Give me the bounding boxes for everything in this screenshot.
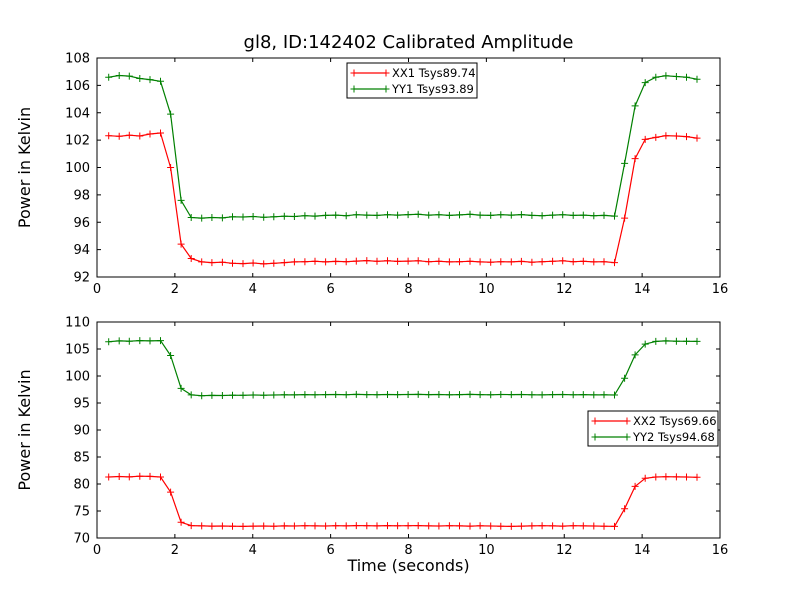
- y-tick-label: 108: [65, 52, 90, 67]
- x-tick-label: 14: [634, 282, 651, 297]
- y-tick-label: 110: [65, 316, 90, 331]
- y-tick-label: 102: [65, 134, 90, 149]
- x-tick-label: 2: [171, 543, 179, 558]
- x-tick-label: 0: [93, 282, 101, 297]
- y-tick-label: 96: [73, 216, 90, 231]
- y-tick-label: 75: [73, 505, 90, 520]
- legend-label: XX1 Tsys89.74: [392, 66, 476, 80]
- series-markers-yy1: [105, 72, 701, 222]
- legend: XX1 Tsys89.74 YY1 Tsys93.89: [346, 62, 478, 99]
- y-tick-label: 85: [73, 451, 90, 466]
- series-line-xx2: [108, 475, 698, 528]
- subplot-1: 0 2 4 6 8 10 12 14 16 92 94 96 98 100 102 104 106 108 gl8,…: [15, 32, 728, 297]
- series-line-xx1: [108, 132, 698, 265]
- x-tick-label: 16: [712, 282, 729, 297]
- y-tick-label: 94: [73, 243, 90, 258]
- y-axis-label: Power in Kelvin: [15, 107, 34, 228]
- y-tick-label: 95: [73, 397, 90, 412]
- x-tick-label: 2: [171, 282, 179, 297]
- x-axis: 0 2 4 6 8 10 12 14 16: [93, 322, 728, 558]
- legend-sample-markers: [350, 85, 390, 93]
- legend-box: [587, 410, 719, 447]
- series-line-yy1: [108, 74, 698, 219]
- x-tick-label: 12: [556, 543, 573, 558]
- y-axis-label: Power in Kelvin: [15, 369, 34, 490]
- legend-sample-markers: [591, 433, 631, 441]
- x-tick-label: 4: [249, 543, 257, 558]
- y-tick-label: 104: [65, 106, 90, 121]
- x-tick-label: 0: [93, 543, 101, 558]
- legend: XX2 Tsys69.66 YY2 Tsys94.68: [587, 410, 719, 447]
- x-tick-label: 6: [326, 543, 334, 558]
- series-markers-yy2: [105, 337, 701, 400]
- y-tick-label: 98: [73, 188, 90, 203]
- legend-box: [346, 62, 478, 99]
- y-tick-label: 92: [73, 271, 90, 286]
- legend-label: YY1 Tsys93.89: [391, 82, 474, 96]
- x-tick-label: 6: [326, 282, 334, 297]
- y-axis: 92 94 96 98 100 102 104 106 108: [65, 52, 720, 286]
- legend-sample-markers: [350, 69, 390, 77]
- legend-label: YY2 Tsys94.68: [632, 430, 715, 444]
- series-line-yy2: [108, 340, 698, 397]
- series-markers-xx1: [105, 129, 701, 268]
- y-axis: 70 75 80 85 90 95 100 105 110: [65, 316, 720, 547]
- x-tick-label: 10: [478, 543, 495, 558]
- legend-label: XX2 Tsys69.66: [633, 414, 717, 428]
- chart-title: gl8, ID:142402 Calibrated Amplitude: [244, 32, 574, 53]
- x-tick-label: 8: [404, 543, 412, 558]
- y-tick-label: 90: [73, 424, 90, 439]
- x-tick-label: 14: [634, 543, 651, 558]
- x-axis-label: Time (seconds): [346, 556, 469, 575]
- y-tick-label: 106: [65, 79, 90, 94]
- y-tick-label: 100: [65, 161, 90, 176]
- series-markers-xx2: [105, 472, 701, 530]
- y-tick-label: 105: [65, 343, 90, 358]
- legend-sample-markers: [591, 417, 631, 425]
- y-tick-label: 80: [73, 478, 90, 493]
- y-tick-label: 100: [65, 370, 90, 385]
- x-tick-label: 16: [712, 543, 729, 558]
- x-tick-label: 8: [404, 282, 412, 297]
- x-tick-label: 12: [556, 282, 573, 297]
- x-tick-label: 10: [478, 282, 495, 297]
- subplot-2: 0 2 4 6 8 10 12 14 16 70 75 80 85 90 95 100 105 110 Time (…: [15, 316, 728, 576]
- y-tick-label: 70: [73, 532, 90, 547]
- x-axis: 0 2 4 6 8 10 12 14 16: [93, 58, 728, 297]
- x-tick-label: 4: [249, 282, 257, 297]
